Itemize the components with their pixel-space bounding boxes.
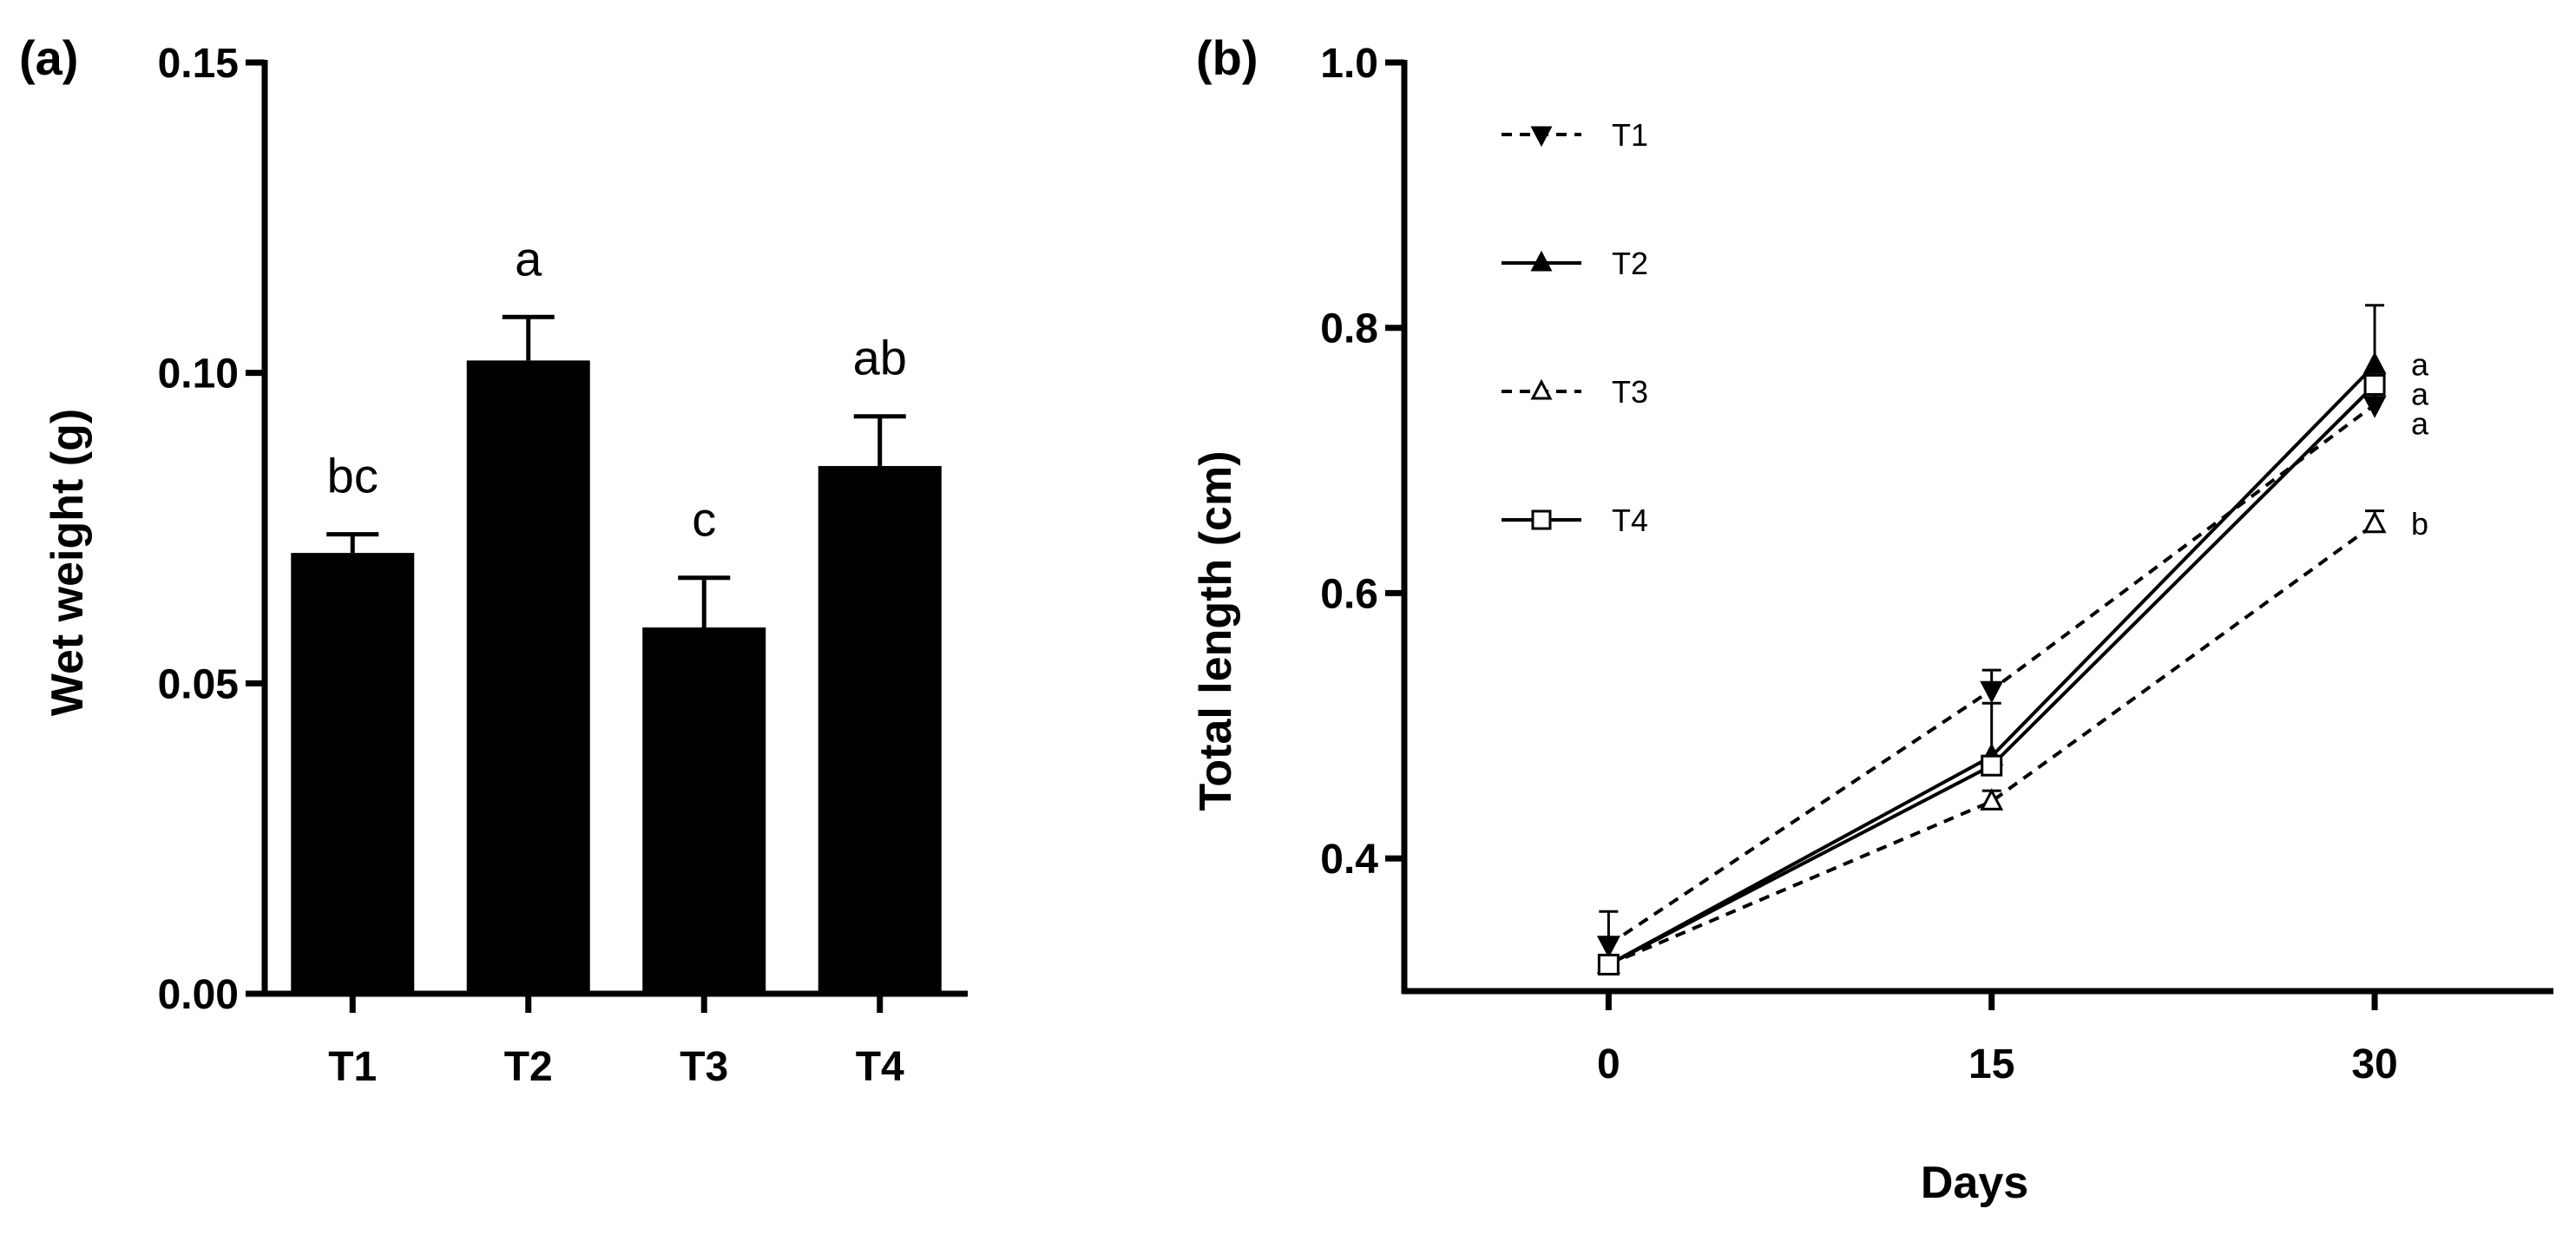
panel-b-line-chart: (b) Total length (cm) Days 0.4 0.6 0.8 1.0 0… bbox=[1191, 30, 2553, 1208]
panel-b-y-axis-title: Total length (cm) bbox=[1191, 450, 1241, 811]
b-data-point bbox=[2363, 373, 2386, 396]
a-x-tick-label: T1 bbox=[328, 1044, 377, 1090]
panel-a-y-axis-title: Wet weight (g) bbox=[43, 409, 93, 716]
a-y-tick-label: 0.00 bbox=[158, 972, 239, 1018]
panel-b-label: (b) bbox=[1196, 30, 1258, 85]
b-legend-label: T1 bbox=[1612, 117, 1648, 153]
a-x-tick-label: T4 bbox=[856, 1044, 904, 1090]
b-significance-letter: a bbox=[2411, 347, 2429, 383]
b-data-point bbox=[2362, 396, 2387, 418]
b-significance-letter: b bbox=[2411, 506, 2428, 542]
a-significance-letter: a bbox=[515, 231, 542, 286]
a-bar bbox=[466, 360, 590, 994]
b-legend-marker bbox=[1530, 126, 1553, 148]
a-x-tick-label: T2 bbox=[504, 1044, 553, 1090]
b-x-tick-label: 0 bbox=[1597, 1041, 1620, 1087]
b-legend-label: T3 bbox=[1612, 374, 1648, 410]
a-bar bbox=[818, 465, 942, 994]
b-legend-marker bbox=[1530, 250, 1553, 272]
a-y-tick-label: 0.10 bbox=[158, 351, 239, 397]
b-data-point bbox=[1980, 788, 2004, 811]
panel-a-bar-chart: (a) Wet weight (g) 0.00 0.05 0.10 0.15 bc T1 a… bbox=[19, 30, 968, 1090]
b-legend-item: T1 bbox=[1502, 117, 1648, 153]
a-bar bbox=[642, 627, 766, 994]
b-data-point bbox=[1597, 953, 1620, 976]
b-legend-label: T2 bbox=[1612, 246, 1648, 281]
b-x-tick-label: 30 bbox=[2351, 1041, 2397, 1087]
b-series-line bbox=[1607, 522, 2376, 967]
b-legend-item: T4 bbox=[1502, 503, 1648, 538]
a-significance-letter: bc bbox=[327, 449, 378, 503]
b-significance-letter: a bbox=[2411, 406, 2429, 442]
b-series-T1 bbox=[1596, 390, 2387, 958]
b-legend-label: T4 bbox=[1612, 503, 1648, 538]
b-series-line bbox=[1607, 364, 2376, 967]
b-y-tick-label: 0.8 bbox=[1320, 306, 1378, 352]
b-series-T4 bbox=[1597, 370, 2386, 976]
b-data-point bbox=[1596, 936, 1620, 958]
b-legend-item: T2 bbox=[1502, 246, 1648, 281]
panel-a-label: (a) bbox=[19, 30, 78, 85]
b-legend-item: T3 bbox=[1502, 374, 1648, 410]
a-significance-letter: c bbox=[692, 492, 716, 547]
b-significance-letter: a bbox=[2411, 377, 2429, 412]
b-legend-marker bbox=[1531, 509, 1552, 530]
a-bar bbox=[291, 553, 415, 994]
a-y-tick-label: 0.15 bbox=[158, 41, 239, 87]
b-data-point bbox=[2362, 510, 2387, 534]
b-legend-marker bbox=[1530, 378, 1553, 400]
b-data-point bbox=[1980, 680, 2004, 704]
b-x-tick-label: 15 bbox=[1968, 1041, 2014, 1087]
panel-b-x-axis-title: Days bbox=[1921, 1158, 2028, 1208]
a-x-tick-label: T3 bbox=[680, 1044, 728, 1090]
a-significance-letter: ab bbox=[853, 331, 907, 385]
a-y-tick-label: 0.05 bbox=[158, 661, 239, 707]
b-data-point bbox=[2362, 351, 2387, 374]
b-y-tick-label: 0.6 bbox=[1320, 571, 1378, 617]
b-y-tick-label: 0.4 bbox=[1320, 837, 1378, 883]
b-data-point bbox=[1981, 754, 2003, 777]
b-y-tick-label: 1.0 bbox=[1320, 41, 1378, 87]
